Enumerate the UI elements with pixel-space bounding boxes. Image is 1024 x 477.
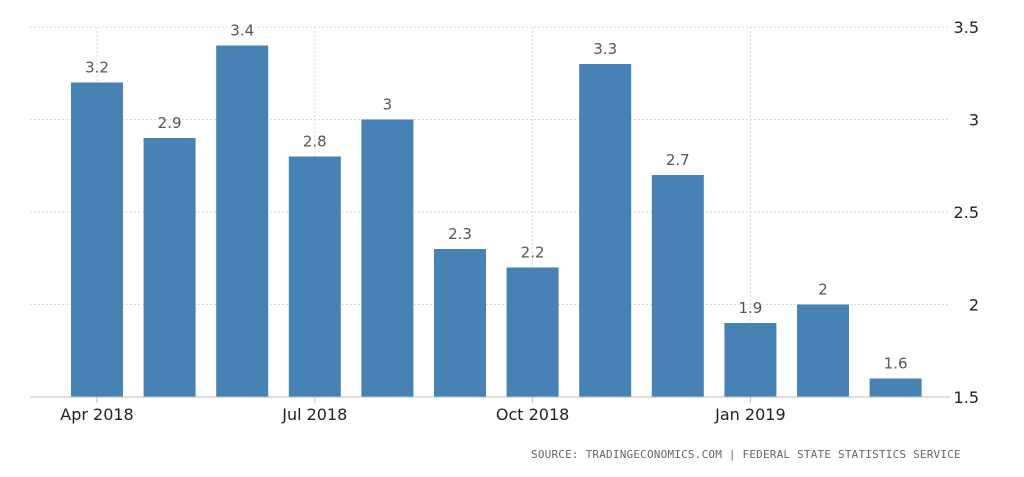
bar [361,119,414,397]
bar [651,175,704,397]
bar [579,64,632,397]
y-tick-label: 3.5 [954,18,979,37]
data-label: 2.7 [666,151,690,169]
data-label: 3.3 [593,40,617,58]
x-tick-label: Jan 2019 [714,405,785,424]
y-tick-label: 2.5 [954,203,979,222]
bar [724,323,777,397]
x-tick-label: Jul 2018 [281,405,347,424]
x-tick-label: Oct 2018 [496,405,569,424]
bar [869,378,922,397]
bar [143,138,196,397]
data-label: 1.9 [738,299,762,317]
y-tick-label: 2 [969,296,979,315]
bar-layer [71,45,922,397]
data-label: 3 [383,96,393,114]
x-tick-label: Apr 2018 [60,405,133,424]
data-label: 3.2 [85,59,109,77]
data-label: 2.3 [448,225,472,243]
data-label-layer: 3.2 2.9 3.4 2.8 3 2.3 2.2 3.3 2.7 1.9 2 1.6 [85,22,907,373]
bar [434,249,486,397]
data-label: 1.6 [884,355,908,373]
source-note: SOURCE: TRADINGECONOMICS.COM | FEDERAL S… [531,448,961,461]
y-tick-label: 3 [969,111,979,130]
y-tick-label: 1.5 [954,388,979,407]
data-label: 2.9 [158,114,182,132]
bar [506,267,559,397]
bar [797,304,849,397]
data-label: 3.4 [230,22,254,40]
bar [216,45,269,397]
data-label: 2.8 [303,133,327,151]
axis-layer: 1.5 2 2.5 3 3.5 Apr 2018 Jul 2018 Oct 2018 Jan 2… [30,18,979,424]
data-label: 2.2 [521,244,545,262]
bar [71,82,123,397]
data-label: 2 [818,281,828,299]
bar [288,156,341,397]
